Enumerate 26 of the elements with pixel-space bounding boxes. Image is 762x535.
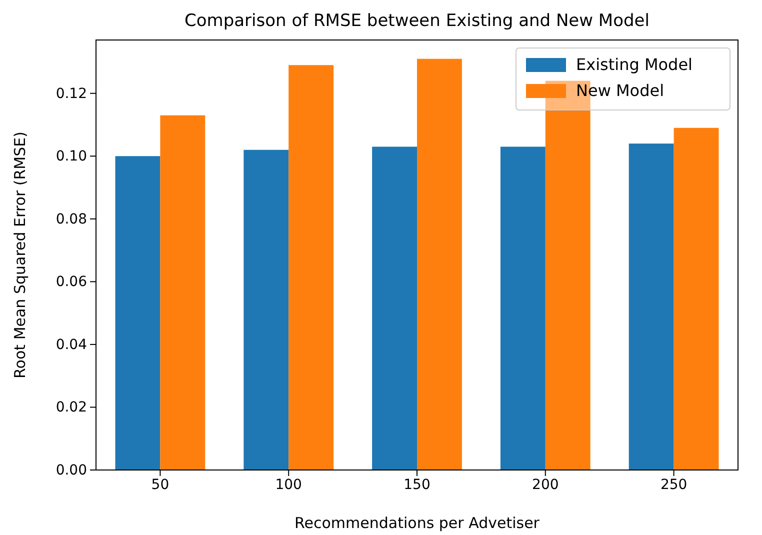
x-tick-label: 50 <box>151 476 170 493</box>
bar <box>115 156 160 470</box>
bar <box>160 115 206 470</box>
legend-label: New Model <box>576 81 664 100</box>
y-tick-label: 0.02 <box>56 400 87 416</box>
bar <box>417 58 462 470</box>
y-axis-title: Root Mean Squared Error (RMSE) <box>11 132 29 378</box>
x-tick-label: 250 <box>660 476 688 493</box>
y-tick-label: 0.10 <box>56 148 87 165</box>
bar <box>288 65 334 470</box>
bar <box>628 144 674 470</box>
x-tick-label: 200 <box>532 476 559 493</box>
bar <box>500 146 546 470</box>
y-tick-label: 0.12 <box>56 86 87 102</box>
bar <box>372 146 417 470</box>
y-tick-label: 0.00 <box>56 462 87 478</box>
x-axis-title: Recommendations per Advetiser <box>294 514 540 532</box>
x-tick-label: 100 <box>275 476 302 493</box>
y-tick-label: 0.06 <box>56 274 88 290</box>
y-tick-label: 0.08 <box>56 211 87 228</box>
chart-title: Comparison of RMSE between Existing and New Model <box>184 11 650 31</box>
y-tick-label: 0.04 <box>56 336 88 353</box>
x-tick-label: 150 <box>404 476 430 493</box>
bar <box>244 150 289 470</box>
bar <box>674 128 719 470</box>
legend-label: Existing Model <box>576 55 692 74</box>
